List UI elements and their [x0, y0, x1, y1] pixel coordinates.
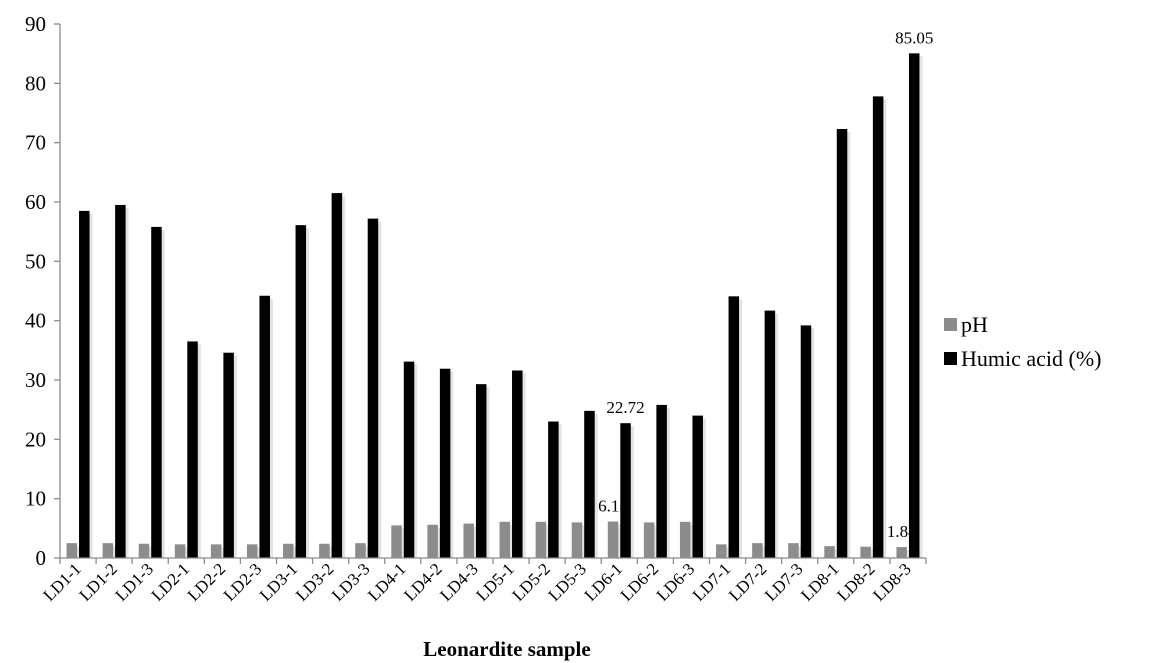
ph-bar — [210, 544, 222, 558]
humic-acid-bar — [620, 423, 631, 558]
humic-acid-bar — [764, 310, 776, 558]
y-tick-label: 90 — [25, 12, 46, 36]
humic-acid-bar — [403, 361, 415, 558]
humic-acid-bar — [79, 210, 90, 558]
ph-bar — [283, 543, 294, 558]
humic-acid-bar — [908, 53, 920, 559]
humic-acid-bar — [584, 410, 595, 558]
legend-label: pH — [961, 312, 988, 337]
humic-acid-bar — [656, 404, 667, 558]
x-tick-label: LD3-3 — [328, 559, 373, 604]
y-tick-label: 50 — [25, 249, 46, 273]
ph-bar — [463, 523, 474, 558]
y-tick-label: 60 — [25, 190, 46, 214]
y-tick-label: 20 — [25, 427, 46, 451]
legend: pH Humic acid (%) — [944, 312, 1102, 371]
x-tick-label: LD5-2 — [508, 559, 553, 604]
x-tick-label: LD3-2 — [292, 559, 337, 604]
ph-bar — [391, 525, 402, 558]
x-tick-label: LD7-2 — [725, 559, 770, 604]
ph-bar — [174, 544, 186, 558]
humic-acid-bar — [872, 96, 884, 559]
humic-acid-bar — [115, 204, 126, 558]
data-labels: 22.72 85.05 6.15 1.84 — [598, 28, 933, 541]
y-tick-label: 10 — [25, 487, 46, 511]
x-tick-label: LD2-2 — [184, 559, 229, 604]
x-tick-label: LD6-3 — [653, 559, 698, 604]
x-tick-label: LD4-1 — [364, 559, 409, 604]
legend-label: Humic acid (%) — [961, 346, 1102, 371]
ph-bar — [716, 544, 727, 558]
x-tick-label: LD1-2 — [75, 559, 120, 604]
humic-acid-bar — [151, 226, 162, 559]
ph-bar — [896, 547, 907, 558]
y-tick-label: 40 — [25, 309, 46, 333]
ph-bar — [138, 543, 150, 558]
humic-acid-bar — [475, 384, 487, 558]
x-tick-label: LD8-2 — [833, 559, 878, 604]
y-axis-ticks: 0 10 20 30 40 50 60 70 80 90 — [25, 12, 60, 570]
ph-bar — [571, 522, 583, 558]
humic-acid-bar — [800, 325, 812, 558]
data-label: 6.15 — [598, 497, 628, 516]
humic-acid-bar — [512, 370, 523, 558]
ph-bar — [319, 543, 330, 558]
data-label: 85.05 — [895, 28, 933, 47]
x-tick-label: LD1-1 — [39, 559, 84, 604]
humic-acid-bar — [259, 295, 270, 558]
humic-acid-bar — [548, 421, 559, 558]
ph-bar — [66, 543, 78, 558]
data-label: 22.72 — [606, 398, 644, 417]
x-tick-label: LD7-1 — [689, 559, 734, 604]
humic-acid-bar — [331, 193, 343, 558]
x-tick-label: LD3-1 — [256, 559, 301, 604]
ph-bar — [824, 546, 835, 558]
y-tick-label: 70 — [25, 131, 46, 155]
bars — [66, 53, 920, 559]
x-tick-label: LD4-2 — [400, 559, 445, 604]
humic-acid-bar — [836, 129, 848, 558]
humic-acid-bar — [223, 352, 234, 558]
ph-bar — [752, 543, 763, 558]
y-tick-label: 0 — [36, 546, 47, 570]
x-axis-title: Leonardite sample — [423, 637, 590, 661]
humic-acid-bar — [439, 368, 451, 558]
x-tick-label: LD5-1 — [472, 559, 517, 604]
ph-bar — [355, 543, 366, 558]
ph-bar — [535, 521, 547, 558]
ph-bar — [102, 543, 114, 558]
x-tick-label: LD8-1 — [797, 559, 842, 604]
x-tick-label: LD6-2 — [617, 559, 662, 604]
x-tick-label: LD1-3 — [112, 559, 157, 604]
y-tick-label: 80 — [25, 71, 46, 95]
ph-bar — [246, 544, 258, 558]
ph-bar — [788, 543, 799, 558]
x-tick-label: LD2-3 — [220, 559, 265, 604]
legend-swatch — [944, 318, 957, 331]
humic-acid-bar — [367, 218, 379, 558]
legend-swatch — [944, 352, 957, 365]
ph-bar — [643, 522, 655, 558]
ph-bar — [427, 524, 438, 558]
x-tick-label: LD8-3 — [869, 559, 914, 604]
x-axis-ticks: LD1-1LD1-2LD1-3LD2-1LD2-2LD2-3LD3-1LD3-2… — [39, 558, 927, 605]
x-tick-label: LD7-3 — [761, 559, 806, 604]
ph-bar — [499, 521, 511, 558]
y-tick-label: 30 — [25, 368, 46, 392]
x-tick-label: LD6-1 — [581, 559, 626, 604]
humic-acid-bar — [187, 341, 198, 558]
data-label: 1.84 — [887, 522, 917, 541]
x-tick-label: LD4-3 — [436, 559, 481, 604]
ph-bar — [607, 521, 619, 558]
ph-bar — [679, 521, 691, 558]
humic-acid-bar — [295, 225, 307, 558]
humic-acid-bar — [692, 415, 703, 558]
x-tick-label: LD2-1 — [148, 559, 193, 604]
x-tick-label: LD5-3 — [545, 559, 590, 604]
humic-acid-bar — [728, 296, 740, 558]
ph-bar — [860, 546, 871, 558]
